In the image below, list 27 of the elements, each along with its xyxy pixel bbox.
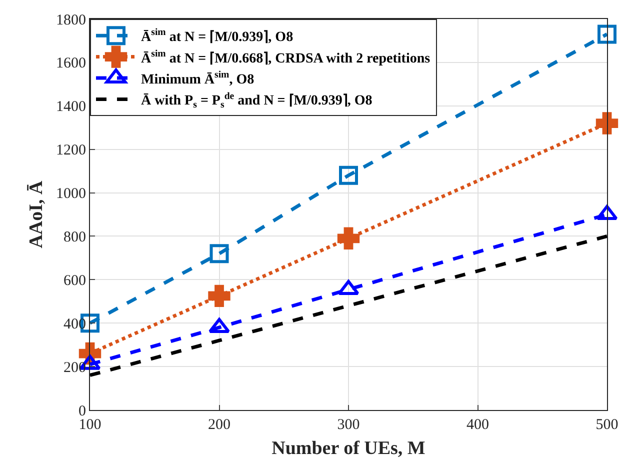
y-tick-label: 200 bbox=[64, 360, 86, 376]
point bbox=[598, 24, 616, 44]
y-tick-label: 0 bbox=[78, 403, 86, 420]
point bbox=[210, 244, 229, 264]
point bbox=[339, 166, 358, 185]
x-axis-title: Number of UEs, M bbox=[272, 438, 426, 459]
x-tick-label: 300 bbox=[337, 417, 360, 433]
y-tick-label: 1200 bbox=[56, 142, 86, 159]
legend-label: Minimum Ā$^{sim}$, O8 bbox=[141, 70, 254, 88]
x-tick-label: 400 bbox=[466, 417, 489, 433]
y-tick-label: 1800 bbox=[56, 12, 86, 28]
y-tick-label: 1400 bbox=[56, 99, 86, 116]
legend-label: Ā$^{sim}$ at N = ⌈M/0.939⌉, O8 bbox=[141, 27, 294, 46]
y-tick-label: 800 bbox=[64, 229, 86, 246]
point bbox=[596, 112, 618, 134]
y-axis-title: AAoI, Ā bbox=[26, 180, 47, 248]
legend-label: Ā$^{sim}$ at N = ⌈M/0.668⌉, CRDSA with 2 repetitions bbox=[141, 48, 431, 66]
line-series bbox=[90, 234, 607, 377]
point bbox=[208, 284, 230, 308]
legend-label: Ā with P$_{s}$ = P$_{s}$$^{de}$ and N = ⌈M/0.939⌉, O8 bbox=[141, 90, 372, 111]
y-tick-label: 1600 bbox=[56, 56, 86, 72]
x-tick-label: 500 bbox=[596, 417, 618, 433]
x-tick-label: 100 bbox=[78, 417, 102, 433]
x-tick-label: 200 bbox=[208, 417, 230, 433]
y-tick-label: 600 bbox=[64, 272, 86, 289]
y-tick-label: 1000 bbox=[56, 186, 86, 202]
point bbox=[337, 227, 360, 250]
